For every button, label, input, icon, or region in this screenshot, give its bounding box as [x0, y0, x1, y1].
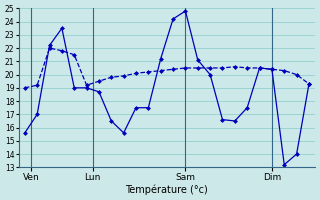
X-axis label: Température (°c): Température (°c) — [125, 185, 208, 195]
